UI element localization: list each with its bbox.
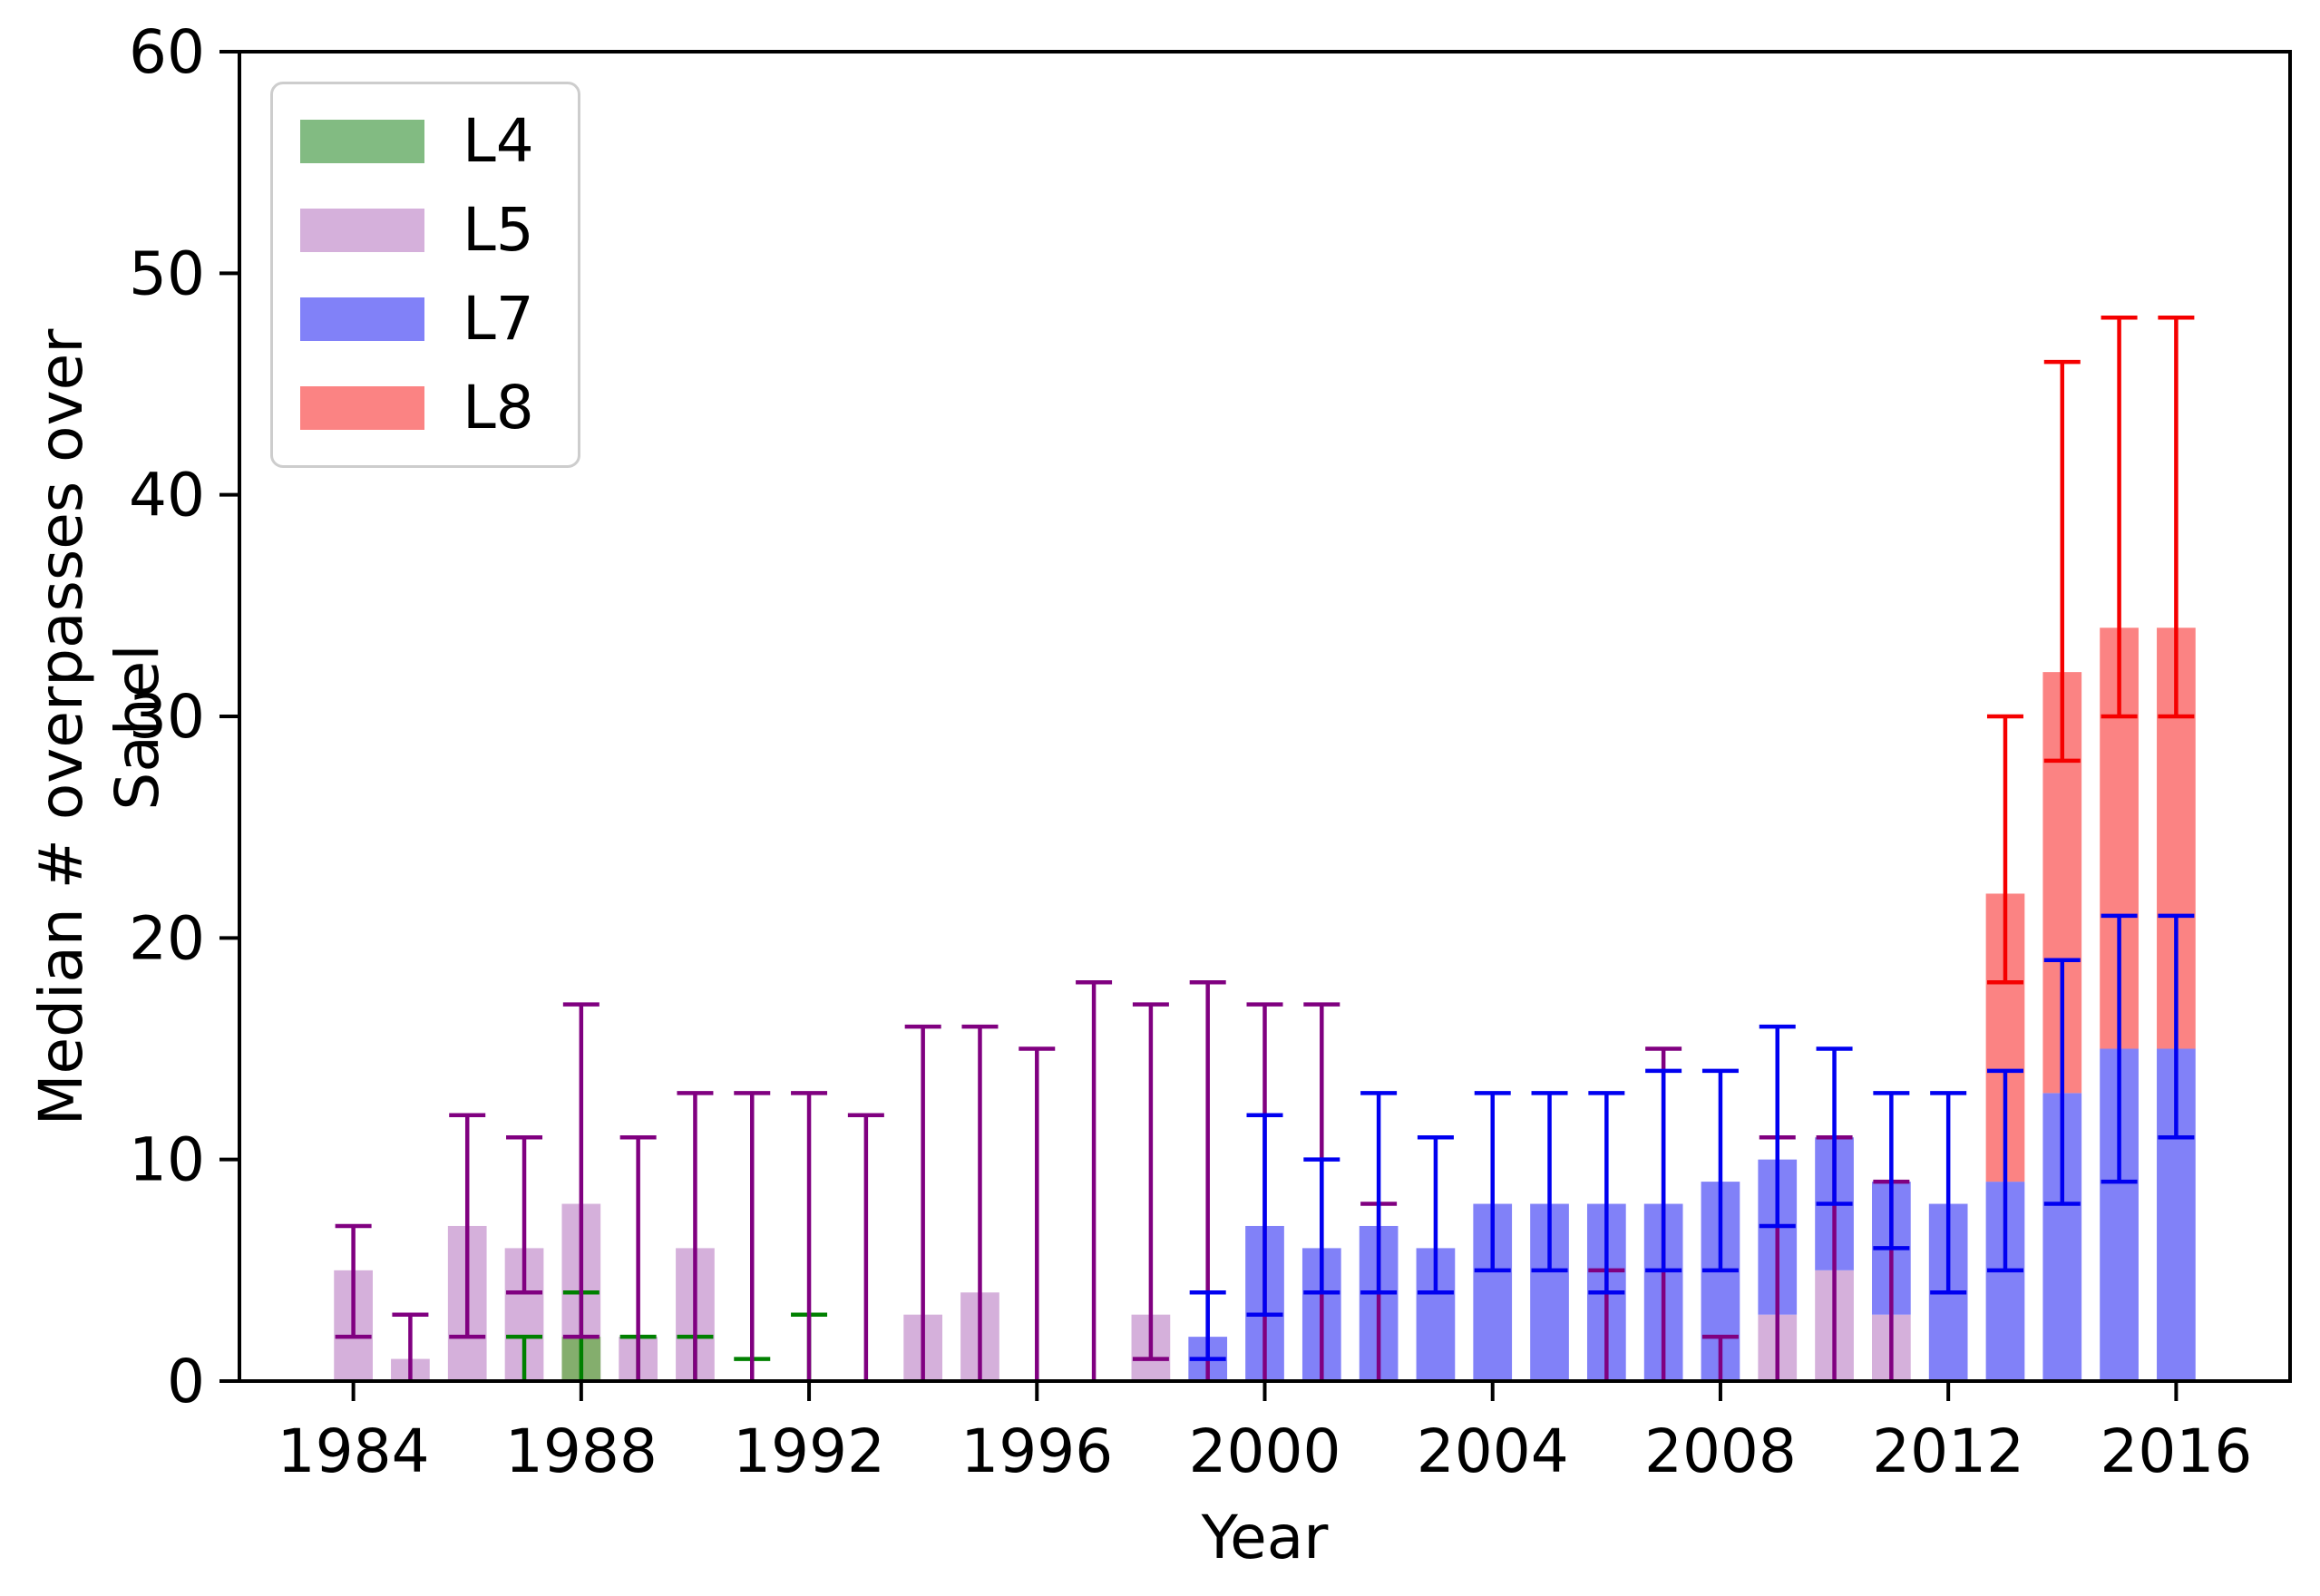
legend-swatch-icon	[300, 386, 424, 430]
x-tick-label-1992: 1992	[733, 1416, 885, 1486]
legend-label: L8	[463, 373, 534, 443]
x-tick-label-1996: 1996	[960, 1416, 1113, 1486]
x-tick-label-2016: 2016	[2100, 1416, 2252, 1486]
x-tick-label-1988: 1988	[505, 1416, 658, 1486]
x-axis-label: Year	[1201, 1503, 1329, 1572]
y-tick-label-50: 50	[129, 238, 205, 308]
legend: L4 L5 L7 L8	[270, 82, 580, 468]
x-tick-label-2000: 2000	[1189, 1416, 1341, 1486]
legend-item-L7: L7	[273, 275, 578, 364]
y-tick-label-20: 20	[129, 903, 205, 973]
y-tick-label-60: 60	[129, 17, 205, 87]
x-tick-label-2008: 2008	[1644, 1416, 1797, 1486]
legend-swatch-icon	[300, 297, 424, 341]
legend-swatch-icon	[300, 120, 424, 163]
legend-swatch-icon	[300, 209, 424, 252]
x-tick-label-2012: 2012	[1872, 1416, 2024, 1486]
legend-label: L4	[463, 106, 534, 176]
legend-item-L8: L8	[273, 364, 578, 453]
y-tick-label-40: 40	[129, 461, 205, 530]
y-axis-label: Median # overpasses over Sahel	[26, 328, 172, 1126]
x-tick-label-2004: 2004	[1417, 1416, 1569, 1486]
y-tick-label-0: 0	[167, 1347, 205, 1416]
legend-label: L5	[463, 195, 534, 265]
legend-item-L5: L5	[273, 186, 578, 275]
y-tick-label-30: 30	[129, 682, 205, 752]
x-tick-label-1984: 1984	[278, 1416, 430, 1486]
legend-item-L4: L4	[273, 97, 578, 186]
legend-label: L7	[463, 284, 534, 354]
y-tick-label-10: 10	[129, 1125, 205, 1195]
